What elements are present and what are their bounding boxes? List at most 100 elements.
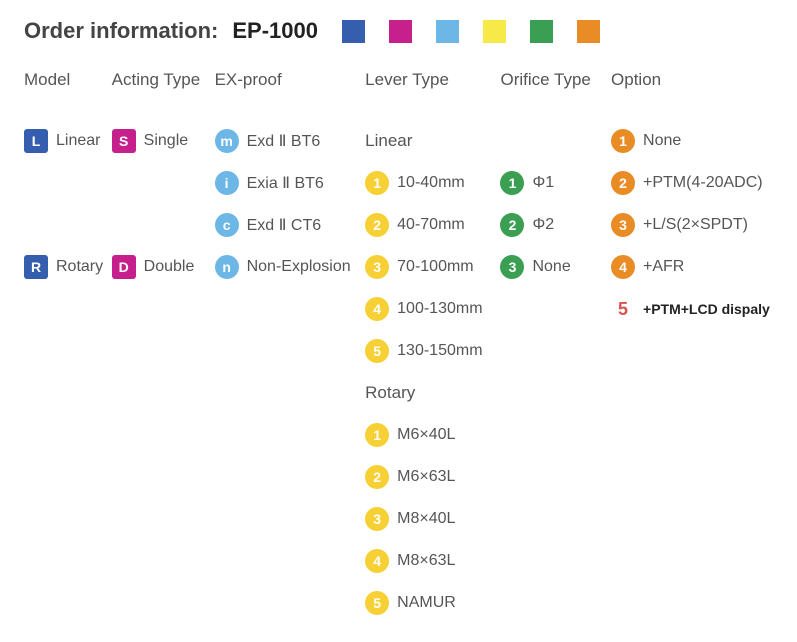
orifice-item: 1 Φ1 (500, 162, 611, 204)
option-item: 2 +PTM(4-20ADC) (611, 162, 773, 204)
swatch-option (577, 20, 600, 43)
model-badge: L (24, 129, 48, 153)
model-label: Rotary (56, 258, 103, 276)
lever-label: NAMUR (397, 594, 456, 612)
exproof-label: Exia Ⅱ BT6 (247, 173, 324, 193)
orifice-label: Φ1 (532, 174, 554, 192)
lever-badge: 4 (365, 297, 389, 321)
lever-rotary-header: Rotary (365, 372, 500, 414)
lever-item: 4 100-130mm (365, 288, 500, 330)
acting-item: S Single (112, 120, 215, 162)
lever-linear-header: Linear (365, 120, 500, 162)
option-label: +PTM(4-20ADC) (643, 174, 763, 192)
spacer (500, 120, 611, 162)
exproof-item: m Exd Ⅱ BT6 (215, 120, 366, 162)
col-model: Model L Linear R Rotary (24, 70, 112, 288)
model-badge: R (24, 255, 48, 279)
option-plain-label: +PTM+LCD dispaly (643, 301, 770, 317)
lever-label: M8×63L (397, 552, 455, 570)
col-header-lever: Lever Type (365, 70, 500, 90)
lever-label: 10-40mm (397, 174, 465, 192)
col-header-acting: Acting Type (112, 70, 215, 90)
col-exproof: EX-proof m Exd Ⅱ BT6 i Exia Ⅱ BT6 c Exd … (215, 70, 366, 288)
option-badge: 1 (611, 129, 635, 153)
lever-item: 5 130-150mm (365, 330, 500, 372)
lever-badge: 2 (365, 213, 389, 237)
exproof-label: Exd Ⅱ CT6 (247, 215, 322, 235)
option-badge: 4 (611, 255, 635, 279)
col-lever: Lever Type Linear 1 10-40mm 2 40-70mm 3 … (365, 70, 500, 624)
lever-item: 2 M6×63L (365, 456, 500, 498)
model-item: L Linear (24, 120, 112, 162)
lever-item: 2 40-70mm (365, 204, 500, 246)
col-header-orifice: Orifice Type (500, 70, 611, 90)
col-orifice: Orifice Type 1 Φ1 2 Φ2 3 None (500, 70, 611, 288)
swatch-acting (389, 20, 412, 43)
spacer (24, 162, 112, 246)
option-item-plain: 5 +PTM+LCD dispaly (611, 288, 773, 330)
model-item: R Rotary (24, 246, 112, 288)
exproof-item: i Exia Ⅱ BT6 (215, 162, 366, 204)
lever-label: 130-150mm (397, 342, 482, 360)
lever-item: 3 M8×40L (365, 498, 500, 540)
lever-label: M8×40L (397, 510, 455, 528)
acting-badge: S (112, 129, 136, 153)
header-model: EP-1000 (232, 18, 318, 44)
order-header: Order information: EP-1000 (24, 18, 773, 44)
exproof-badge: m (215, 129, 239, 153)
option-label: None (643, 132, 681, 150)
lever-badge: 3 (365, 255, 389, 279)
exproof-item: c Exd Ⅱ CT6 (215, 204, 366, 246)
exproof-badge: c (215, 213, 239, 237)
lever-label: 70-100mm (397, 258, 473, 276)
orifice-badge: 1 (500, 171, 524, 195)
columns-container: Model L Linear R Rotary Acting Type S Si… (24, 70, 773, 624)
lever-item: 1 M6×40L (365, 414, 500, 456)
orifice-item: 3 None (500, 246, 611, 288)
orifice-badge: 3 (500, 255, 524, 279)
lever-item: 4 M8×63L (365, 540, 500, 582)
lever-badge: 5 (365, 339, 389, 363)
option-item: 4 +AFR (611, 246, 773, 288)
swatch-exproof (436, 20, 459, 43)
orifice-badge: 2 (500, 213, 524, 237)
lever-badge: 1 (365, 423, 389, 447)
spacer (112, 162, 215, 246)
header-title: Order information: (24, 18, 218, 44)
lever-badge: 1 (365, 171, 389, 195)
lever-badge: 2 (365, 465, 389, 489)
exproof-label: Exd Ⅱ BT6 (247, 131, 321, 151)
acting-item: D Double (112, 246, 215, 288)
col-header-model: Model (24, 70, 112, 90)
swatch-lever (483, 20, 506, 43)
lever-label: M6×40L (397, 426, 455, 444)
option-item: 3 +L/S(2×SPDT) (611, 204, 773, 246)
lever-badge: 4 (365, 549, 389, 573)
acting-label: Double (144, 258, 195, 276)
swatch-model (342, 20, 365, 43)
lever-label: 40-70mm (397, 216, 465, 234)
lever-item: 3 70-100mm (365, 246, 500, 288)
exproof-badge: i (215, 171, 239, 195)
lever-item: 5 NAMUR (365, 582, 500, 624)
option-label: +L/S(2×SPDT) (643, 216, 748, 234)
col-header-option: Option (611, 70, 773, 90)
exproof-label: Non-Explosion (247, 258, 351, 276)
acting-label: Single (144, 132, 188, 150)
option-plain-code: 5 (611, 299, 635, 320)
lever-badge: 5 (365, 591, 389, 615)
lever-item: 1 10-40mm (365, 162, 500, 204)
orifice-label: Φ2 (532, 216, 554, 234)
col-header-exproof: EX-proof (215, 70, 366, 90)
col-acting: Acting Type S Single D Double (112, 70, 215, 288)
option-badge: 2 (611, 171, 635, 195)
option-badge: 3 (611, 213, 635, 237)
exproof-item: n Non-Explosion (215, 246, 366, 288)
option-item: 1 None (611, 120, 773, 162)
exproof-badge: n (215, 255, 239, 279)
orifice-item: 2 Φ2 (500, 204, 611, 246)
option-label: +AFR (643, 258, 684, 276)
acting-badge: D (112, 255, 136, 279)
model-label: Linear (56, 132, 100, 150)
col-option: Option 1 None 2 +PTM(4-20ADC) 3 +L/S(2×S… (611, 70, 773, 330)
